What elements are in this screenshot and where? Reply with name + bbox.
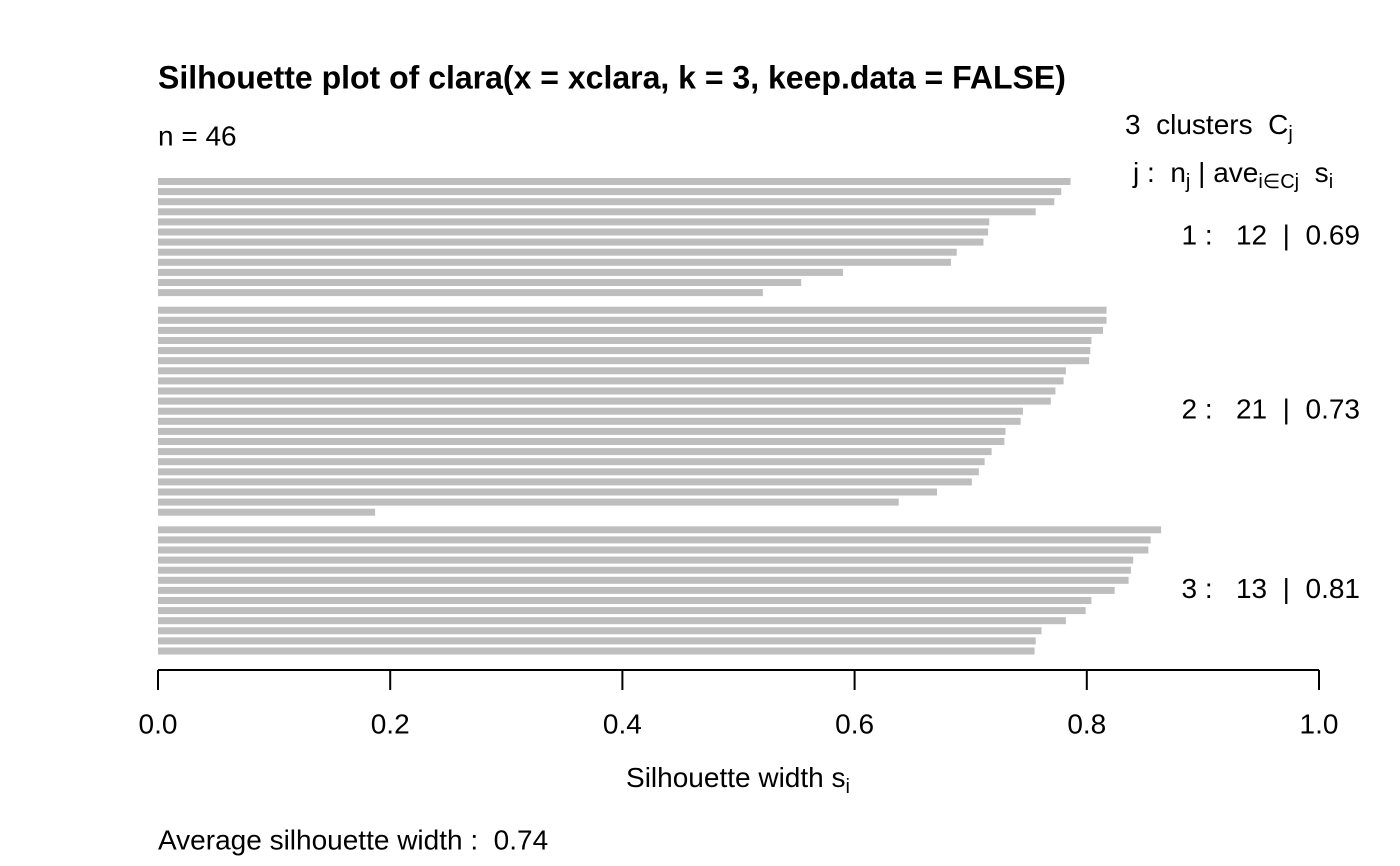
bar	[158, 367, 1066, 375]
bar	[158, 326, 1104, 334]
bar	[158, 627, 1042, 635]
bar	[158, 387, 1056, 395]
bar	[158, 508, 376, 516]
subscript: i∈Cj	[1258, 171, 1299, 193]
legend-header: j : nj | avei∈Cj si	[1132, 157, 1333, 193]
bar	[158, 188, 1062, 196]
text-part: j : n	[1132, 157, 1186, 188]
legend-title: 3 clusters Cj	[1125, 109, 1293, 145]
bar	[158, 458, 985, 466]
bar	[158, 586, 1115, 594]
cluster-label: 1 : 12 | 0.69	[1182, 219, 1361, 250]
bar	[158, 526, 1162, 534]
bar	[158, 647, 1035, 655]
cluster-label: 3 : 13 | 0.81	[1182, 573, 1361, 604]
text-part: | ave	[1190, 157, 1258, 188]
bar	[158, 607, 1086, 615]
chart-title: Silhouette plot of clara(x = xclara, k =…	[158, 59, 1066, 95]
footer: Average silhouette width : 0.74	[158, 824, 548, 855]
bar	[158, 248, 957, 256]
text-part: s	[1299, 157, 1329, 188]
bar	[158, 178, 1071, 185]
x-tick-label: 0.2	[371, 708, 410, 739]
bar	[158, 576, 1129, 584]
subscript: j	[1287, 123, 1292, 145]
bar	[158, 556, 1134, 564]
bar	[158, 347, 1091, 355]
cluster-label: 2 : 21 | 0.73	[1182, 394, 1361, 425]
bar	[158, 637, 1036, 645]
text-part: 3 clusters C	[1125, 109, 1288, 140]
bar	[158, 289, 763, 297]
x-tick-label: 0.6	[835, 708, 874, 739]
bar	[158, 448, 992, 456]
bar	[158, 258, 951, 266]
bar	[158, 488, 938, 496]
x-tick-label: 0.0	[139, 708, 178, 739]
x-tick-label: 0.8	[1067, 708, 1106, 739]
bar	[158, 617, 1066, 625]
bar	[158, 377, 1064, 385]
bar	[158, 238, 984, 246]
bar	[158, 306, 1107, 314]
bar	[158, 427, 1006, 435]
bar	[158, 566, 1131, 574]
bar	[158, 218, 990, 226]
bar	[158, 357, 1090, 365]
bar	[158, 417, 1021, 425]
subscript: i	[846, 776, 850, 798]
bar	[158, 228, 989, 236]
subtitle: n = 46	[158, 120, 237, 151]
bar	[158, 279, 802, 286]
bar	[158, 498, 899, 506]
subscript: j	[1185, 171, 1190, 193]
bar	[158, 468, 979, 476]
bar	[158, 268, 843, 276]
bar	[158, 438, 1005, 445]
bar	[158, 208, 1036, 216]
bar	[158, 397, 1051, 405]
subscript: i	[1329, 171, 1333, 193]
bar	[158, 337, 1092, 344]
x-axis-label: Silhouette width si	[626, 762, 850, 798]
text-part: Silhouette width s	[626, 762, 845, 793]
x-tick-label: 1.0	[1300, 708, 1339, 739]
bar	[158, 316, 1107, 324]
bar	[158, 536, 1151, 544]
bar	[158, 546, 1149, 554]
bar	[158, 407, 1023, 415]
bar	[158, 198, 1055, 206]
bar	[158, 478, 972, 486]
bar	[158, 597, 1092, 604]
x-tick-label: 0.4	[603, 708, 642, 739]
